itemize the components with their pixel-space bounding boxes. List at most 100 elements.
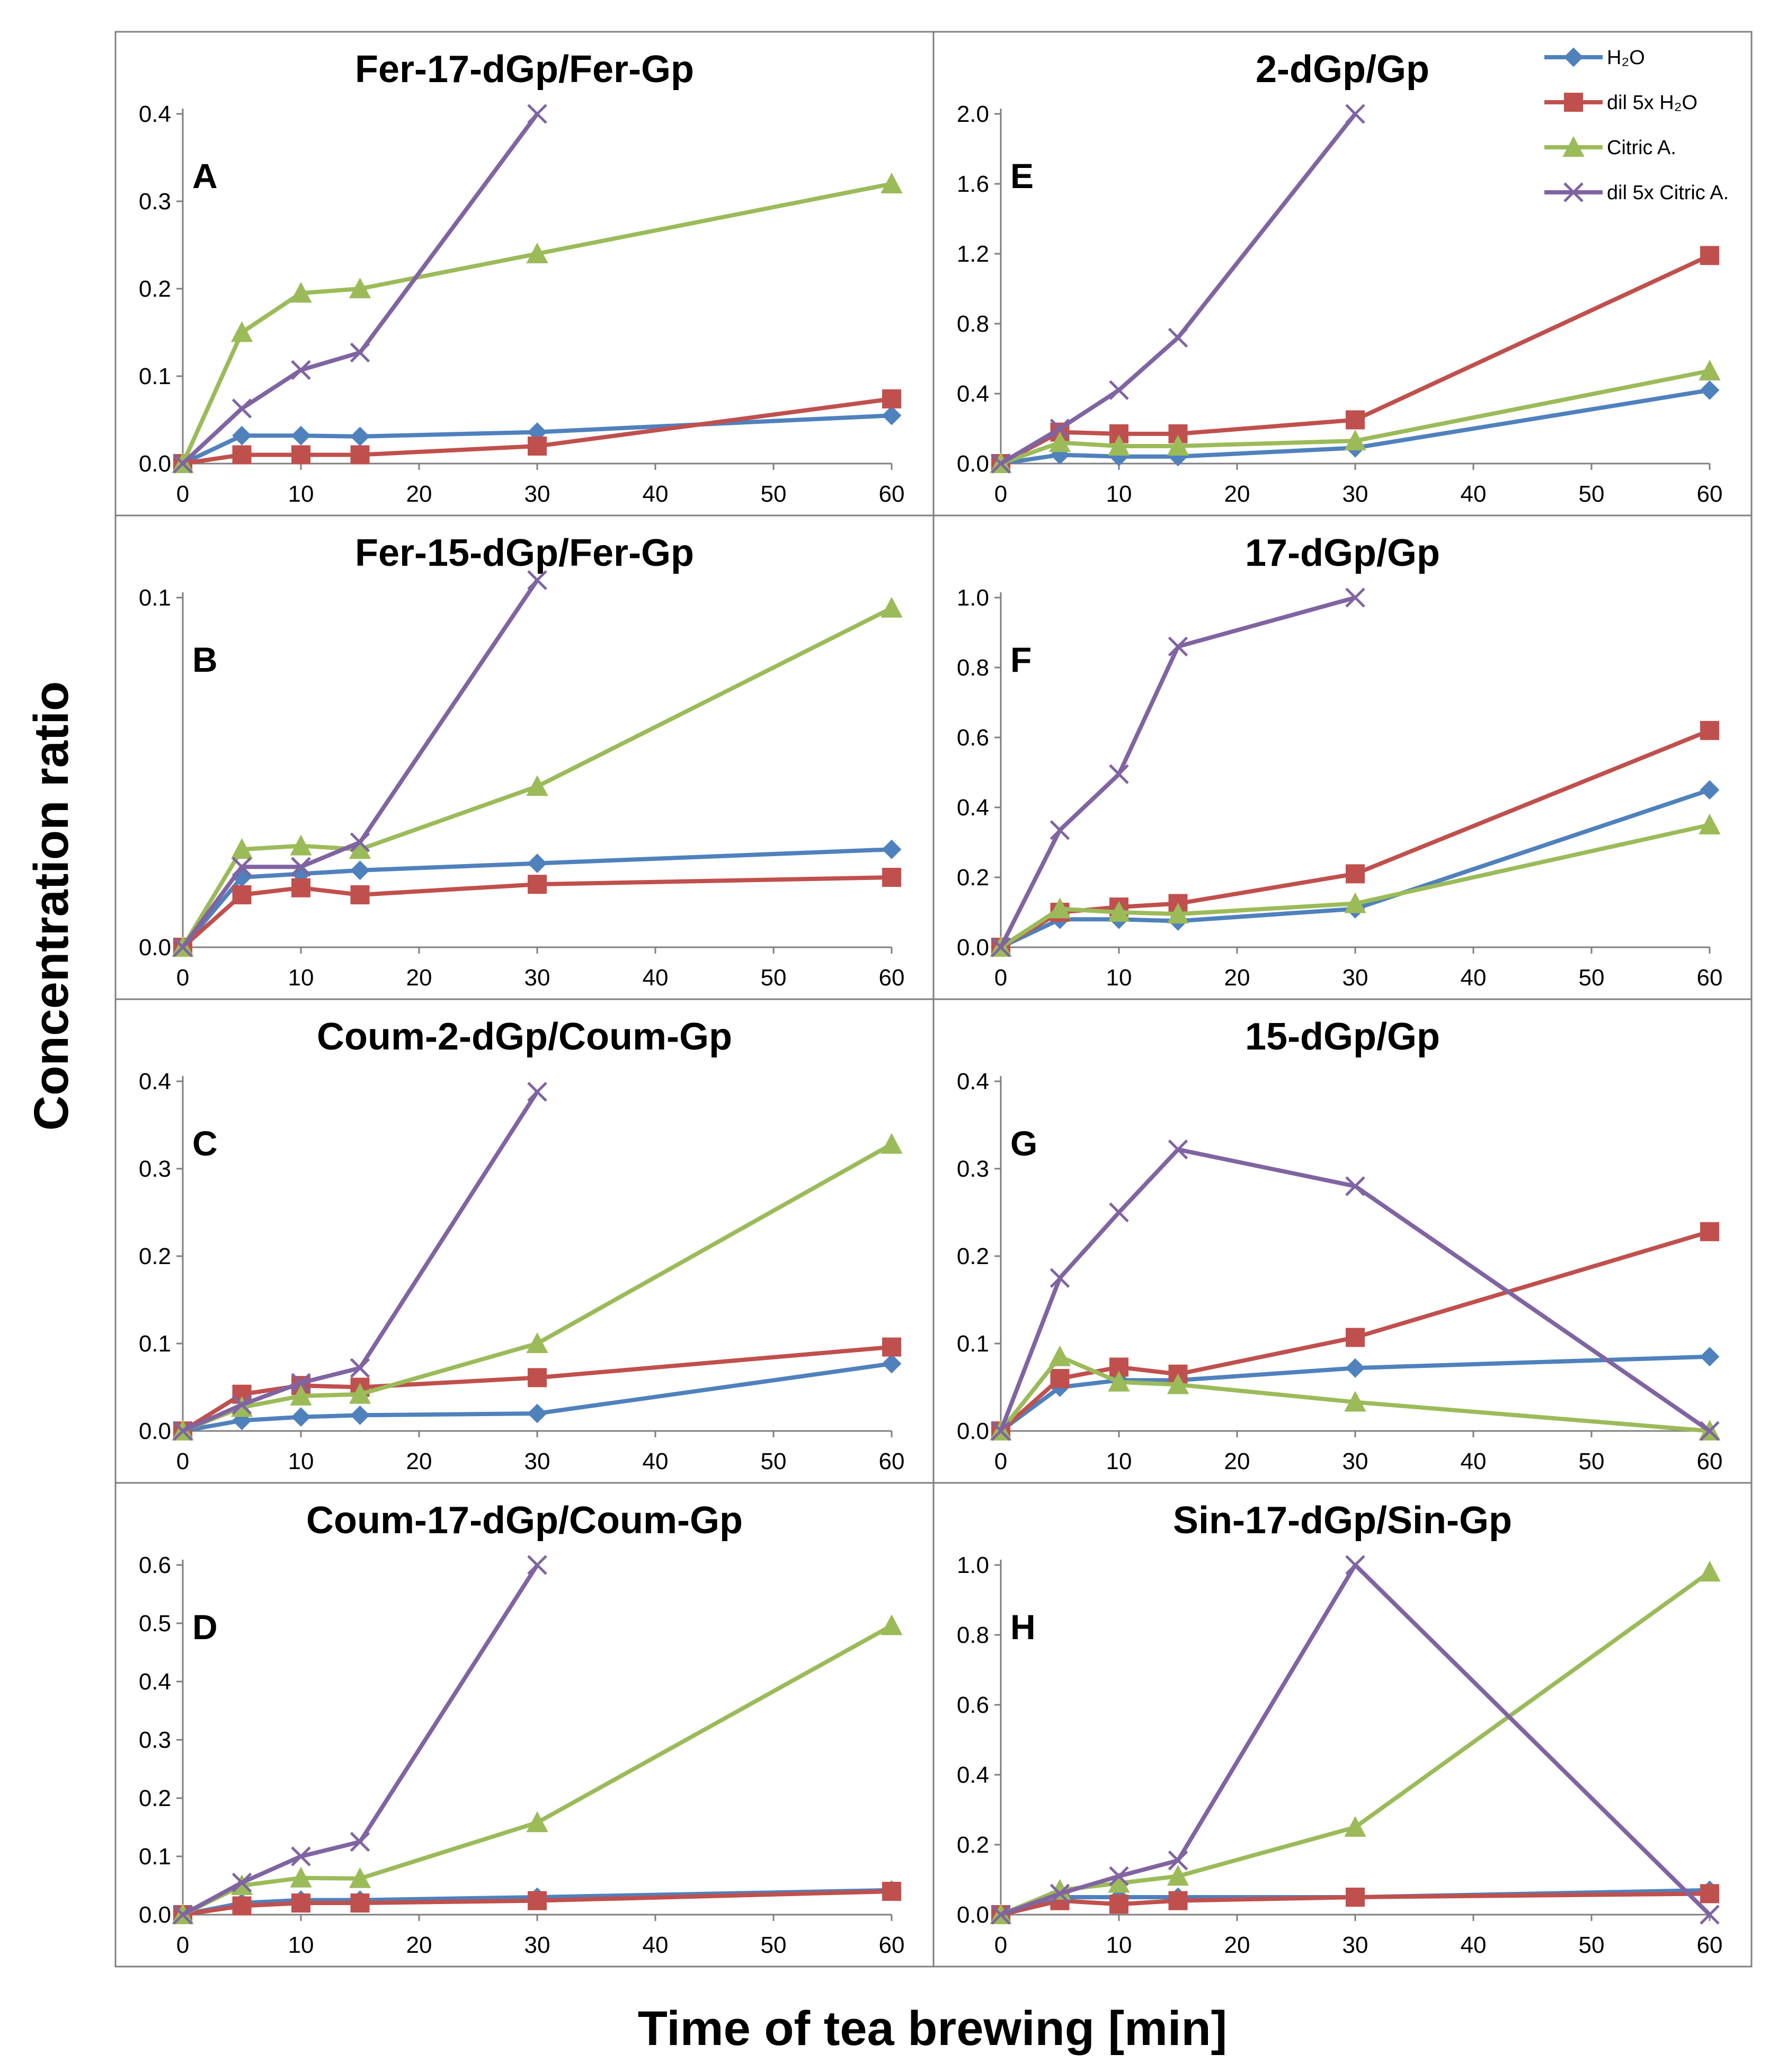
data-point xyxy=(1344,429,1366,451)
x-tick-label: 60 xyxy=(879,1448,905,1474)
y-tick-label: 0.1 xyxy=(139,1331,171,1357)
y-tick-label: 0.8 xyxy=(957,655,989,681)
data-point xyxy=(232,425,252,446)
y-tick-label: 0.0 xyxy=(957,1902,989,1928)
legend-marker xyxy=(1563,182,1584,202)
data-point xyxy=(1700,1222,1719,1241)
data-point xyxy=(528,437,547,456)
x-tick-label: 60 xyxy=(1697,481,1723,507)
data-point xyxy=(1345,1358,1365,1378)
y-tick-label: 0.1 xyxy=(139,1844,171,1870)
data-point xyxy=(291,445,310,465)
data-point xyxy=(1048,431,1071,452)
x-tick-label: 50 xyxy=(1579,1448,1605,1474)
panel-a: Fer-17-dGp/Fer-Gp A 0.0 0.1 0.2 0.3 0.4 0 10 20 30… xyxy=(114,31,935,517)
y-tick-label: 0.8 xyxy=(957,311,989,337)
data-point xyxy=(350,885,370,904)
y-tick-label: 0.1 xyxy=(139,585,171,611)
panel-letter: A xyxy=(192,156,218,195)
panel-title: Coum-17-dGp/Coum-Gp xyxy=(306,1499,743,1542)
series-3 xyxy=(173,104,547,474)
y-tick-label: 0.8 xyxy=(957,1622,989,1648)
data-point xyxy=(881,172,903,193)
x-tick-label: 20 xyxy=(406,1932,432,1958)
data-point xyxy=(1345,104,1365,124)
x-tick-label: 60 xyxy=(879,965,905,991)
data-point xyxy=(1108,901,1130,922)
series-3 xyxy=(173,570,547,957)
series-1 xyxy=(991,1222,1719,1440)
data-point xyxy=(1050,1369,1070,1388)
data-point xyxy=(1168,636,1188,657)
data-point xyxy=(527,1082,547,1102)
panel-letter: E xyxy=(1010,156,1034,195)
panel-h: Sin-17-dGp/Sin-Gp H 0.0 0.2 0.4 0.6 0.8 1.0 0 10 2… xyxy=(932,1482,1753,1968)
data-point xyxy=(349,1867,371,1888)
data-point xyxy=(350,1405,370,1425)
y-tick-label: 0.6 xyxy=(957,1692,989,1718)
series-line xyxy=(1000,1563,1711,1917)
x-tick-label: 30 xyxy=(524,1932,550,1958)
data-point xyxy=(1109,380,1129,401)
y-tick-label: 0.0 xyxy=(957,451,989,477)
data-point xyxy=(232,1872,252,1893)
legend-label: H₂O xyxy=(1607,47,1645,69)
x-tick-label: 50 xyxy=(1579,1932,1605,1958)
data-point xyxy=(291,1846,311,1866)
x-tick-label: 50 xyxy=(761,481,787,507)
y-tick-label: 1.0 xyxy=(957,1552,989,1578)
data-point xyxy=(232,445,252,465)
data-point xyxy=(882,1354,902,1374)
data-point xyxy=(1167,1373,1189,1394)
y-tick-label: 0.4 xyxy=(139,1069,171,1095)
data-point xyxy=(526,775,548,796)
data-point xyxy=(350,1358,370,1378)
data-point xyxy=(882,389,901,408)
series-line xyxy=(999,1147,1711,1433)
x-tick-label: 10 xyxy=(288,1448,314,1474)
panel-title: 17-dGp/Gp xyxy=(1245,532,1440,574)
data-point xyxy=(1168,424,1188,443)
data-point xyxy=(1345,1555,1365,1575)
panel-g: 15-dGp/Gp G 0.0 0.1 0.2 0.3 0.4 0 10 20 30 40 50 60 xyxy=(932,998,1753,1484)
x-tick-label: 60 xyxy=(879,481,905,507)
series-3 xyxy=(173,1555,547,1925)
x-tick-label: 0 xyxy=(994,1448,1007,1474)
data-point xyxy=(291,1407,311,1427)
data-point xyxy=(1108,434,1130,456)
series-3 xyxy=(173,1082,547,1441)
data-point xyxy=(350,342,370,363)
data-point xyxy=(881,1133,903,1154)
legend-label: dil 5x Citric A. xyxy=(1607,182,1729,204)
y-tick-label: 0.4 xyxy=(139,1669,171,1695)
data-point xyxy=(528,875,547,894)
data-point xyxy=(1700,1347,1720,1367)
y-tick-label: 0.5 xyxy=(139,1611,171,1637)
panel-title: Coum-2-dGp/Coum-Gp xyxy=(317,1016,732,1058)
y-tick-label: 0.6 xyxy=(957,725,989,751)
data-point xyxy=(1168,1850,1188,1871)
x-tick-label: 60 xyxy=(1697,1932,1723,1958)
series-3 xyxy=(991,588,1365,957)
data-point xyxy=(173,1421,193,1441)
panel-b: Fer-15-dGp/Fer-Gp B 0.0 0.1 0 10 20 30 40 50 60 xyxy=(114,514,935,1000)
x-tick-label: 0 xyxy=(994,481,1007,507)
data-point xyxy=(291,1893,310,1913)
y-tick-label: 0.1 xyxy=(957,1331,989,1357)
y-tick-label: 0.3 xyxy=(139,1156,171,1182)
y-tick-label: 0.0 xyxy=(957,1418,989,1444)
figure-x-axis-label: Time of tea brewing [min] xyxy=(638,2002,1228,2056)
y-tick-label: 0.4 xyxy=(957,381,989,407)
data-point xyxy=(291,878,310,897)
data-point xyxy=(1700,246,1719,265)
x-tick-label: 0 xyxy=(176,481,189,507)
data-point xyxy=(882,1882,901,1901)
panel-letter: G xyxy=(1010,1124,1037,1163)
panel-letter: B xyxy=(192,640,218,679)
data-point xyxy=(290,1384,312,1406)
series-line xyxy=(999,1354,1710,1433)
data-point xyxy=(1345,588,1365,608)
data-point xyxy=(528,1891,547,1910)
